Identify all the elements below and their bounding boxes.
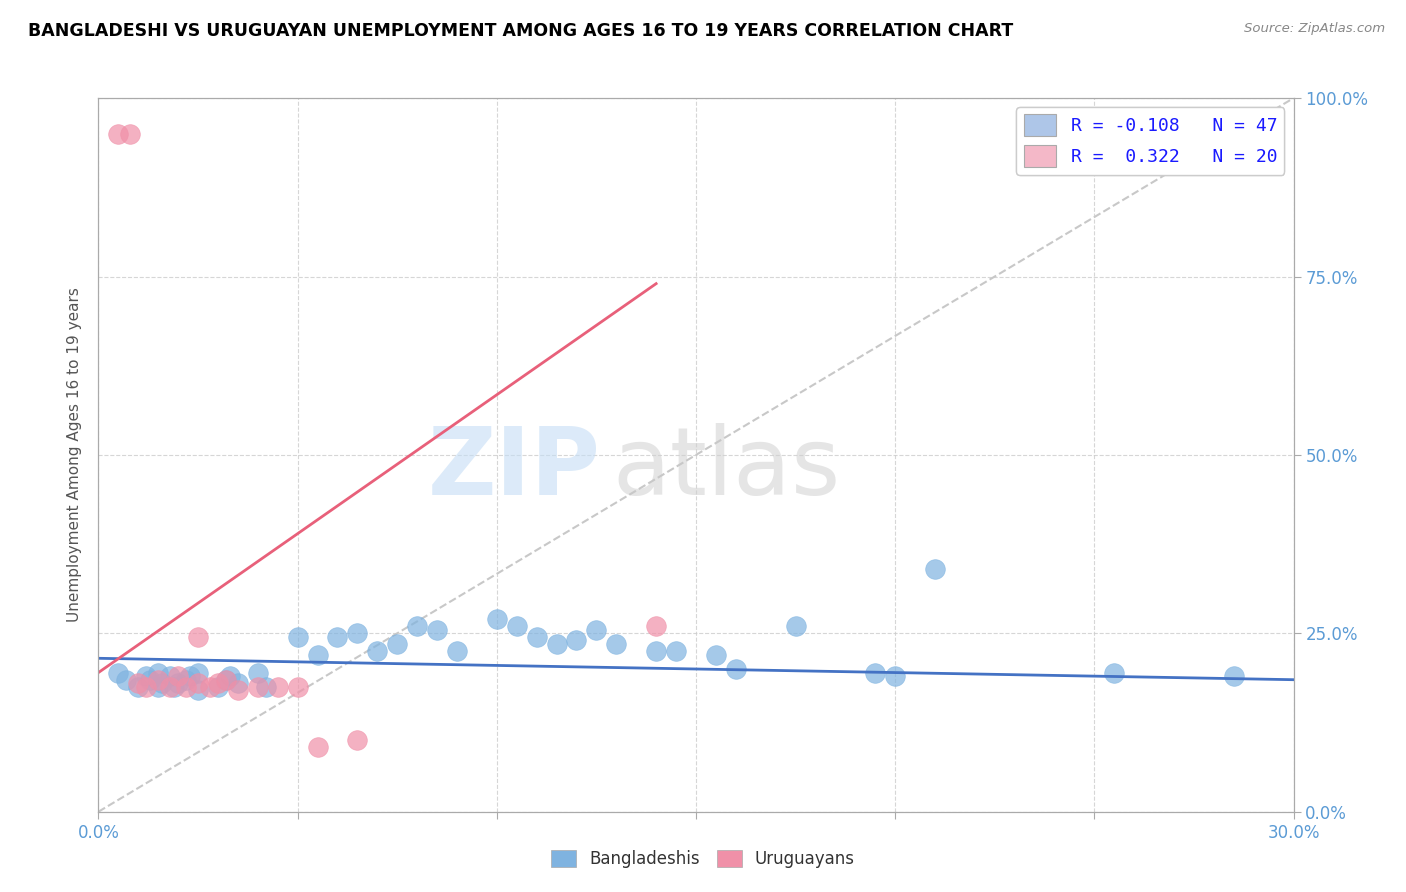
Point — [135, 669, 157, 683]
Point — [226, 676, 249, 690]
Point — [148, 673, 170, 687]
Point — [215, 673, 238, 687]
Point — [246, 665, 269, 680]
Point — [426, 623, 449, 637]
Point — [226, 683, 249, 698]
Point — [1222, 669, 1246, 683]
Point — [219, 669, 242, 683]
Point — [187, 630, 209, 644]
Point — [207, 676, 229, 690]
Y-axis label: Unemployment Among Ages 16 to 19 years: Unemployment Among Ages 16 to 19 years — [67, 287, 83, 623]
Point — [148, 680, 170, 694]
Text: BANGLADESHI VS URUGUAYAN UNEMPLOYMENT AMONG AGES 16 TO 19 YEARS CORRELATION CHAR: BANGLADESHI VS URUGUAYAN UNEMPLOYMENT AM… — [28, 22, 1014, 40]
Point — [163, 680, 186, 694]
Point — [366, 644, 388, 658]
Legend: Bangladeshis, Uruguayans: Bangladeshis, Uruguayans — [544, 843, 862, 875]
Point — [150, 676, 173, 690]
Point — [287, 630, 309, 644]
Point — [267, 680, 290, 694]
Point — [785, 619, 807, 633]
Point — [215, 673, 238, 687]
Point — [187, 665, 209, 680]
Point — [546, 637, 568, 651]
Point — [645, 644, 668, 658]
Point — [159, 680, 181, 694]
Point — [506, 619, 529, 633]
Point — [346, 626, 368, 640]
Text: atlas: atlas — [613, 423, 841, 516]
Point — [385, 637, 409, 651]
Point — [115, 673, 138, 687]
Point — [139, 673, 162, 687]
Point — [174, 680, 197, 694]
Point — [326, 630, 349, 644]
Point — [645, 619, 668, 633]
Point — [187, 683, 209, 698]
Point — [207, 680, 229, 694]
Point — [127, 676, 149, 690]
Point — [346, 733, 368, 747]
Point — [1102, 665, 1125, 680]
Point — [884, 669, 907, 683]
Point — [174, 673, 197, 687]
Point — [406, 619, 429, 633]
Point — [167, 676, 190, 690]
Point — [446, 644, 468, 658]
Point — [148, 665, 170, 680]
Point — [287, 680, 309, 694]
Point — [307, 740, 329, 755]
Point — [485, 612, 508, 626]
Point — [863, 665, 887, 680]
Legend: R = -0.108   N = 47, R =  0.322   N = 20: R = -0.108 N = 47, R = 0.322 N = 20 — [1017, 107, 1285, 175]
Point — [127, 680, 149, 694]
Point — [198, 680, 221, 694]
Point — [107, 665, 129, 680]
Text: Source: ZipAtlas.com: Source: ZipAtlas.com — [1244, 22, 1385, 36]
Point — [526, 630, 548, 644]
Point — [724, 662, 747, 676]
Point — [120, 127, 142, 141]
Point — [135, 680, 157, 694]
Point — [107, 127, 129, 141]
Point — [924, 562, 946, 576]
Point — [307, 648, 329, 662]
Point — [179, 669, 201, 683]
Point — [254, 680, 277, 694]
Point — [246, 680, 269, 694]
Point — [187, 676, 209, 690]
Point — [605, 637, 627, 651]
Point — [585, 623, 607, 637]
Text: ZIP: ZIP — [427, 423, 600, 516]
Point — [704, 648, 727, 662]
Point — [167, 669, 190, 683]
Point — [159, 669, 181, 683]
Point — [665, 644, 688, 658]
Point — [565, 633, 588, 648]
